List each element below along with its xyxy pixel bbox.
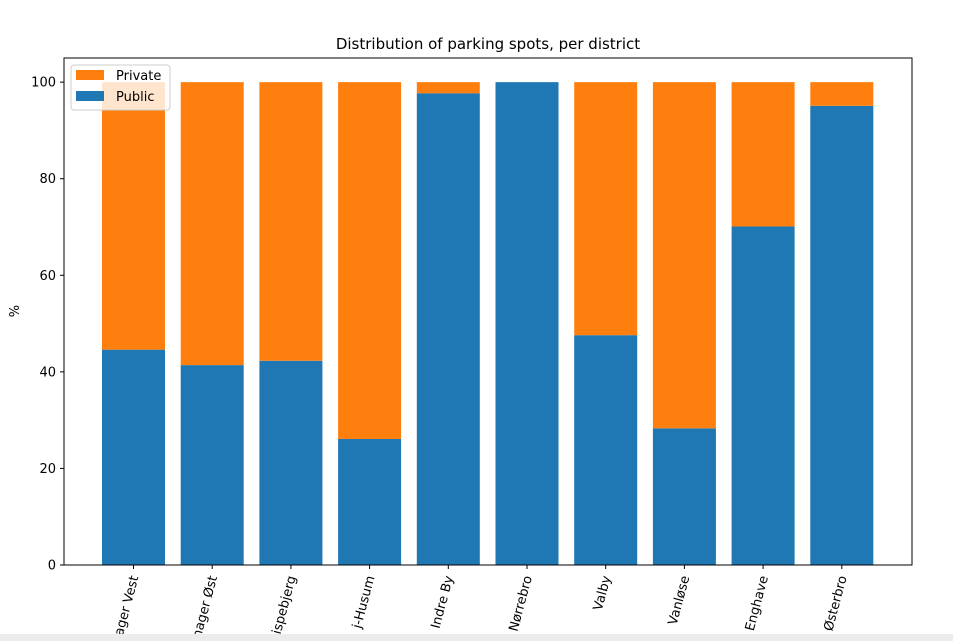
legend-label-private: Private <box>116 69 161 84</box>
bar-public-6 <box>574 335 638 565</box>
x-tick-label-5: Nørrebro <box>507 574 536 633</box>
x-tick-label-3: j-Husum <box>350 574 379 631</box>
bar-public-4 <box>416 93 480 565</box>
legend-label-public: Public <box>116 90 154 105</box>
bar-private-9 <box>810 82 874 106</box>
y-axis: 0 20 40 60 80 100 <box>31 76 64 574</box>
legend-swatch-private <box>76 70 104 80</box>
bar-private-2 <box>259 82 323 361</box>
bar-public-9 <box>810 105 874 566</box>
bars-group <box>102 82 874 566</box>
bar-private-7 <box>652 82 716 429</box>
y-tick-label-0: 0 <box>48 559 56 574</box>
bar-public-2 <box>259 360 323 565</box>
bar-public-8 <box>731 226 795 565</box>
legend: Private Public <box>70 64 171 111</box>
x-tick-label-1: nager Øst <box>190 574 221 640</box>
bar-private-8 <box>731 82 795 227</box>
window-bottom-strip <box>0 634 953 641</box>
y-tick-label-80: 80 <box>39 172 56 187</box>
x-tick-label-9: Østerbro <box>821 574 850 633</box>
y-tick-label-40: 40 <box>39 365 56 380</box>
x-tick-label-2: ispebjerg <box>270 574 300 636</box>
chart-title: Distribution of parking spots, per distr… <box>336 35 640 53</box>
bar-private-3 <box>338 82 402 439</box>
y-tick-label-60: 60 <box>39 269 56 284</box>
bar-public-3 <box>338 438 402 565</box>
x-tick-label-4: Indre By <box>429 574 458 630</box>
plot-frame <box>63 57 913 566</box>
x-tick-label-0: ager Vest <box>112 574 142 637</box>
bar-public-7 <box>652 428 716 565</box>
x-tick-label-6: Valby <box>591 574 615 612</box>
y-tick-label-100: 100 <box>31 76 56 91</box>
bar-public-0 <box>102 349 165 565</box>
x-tick-label-7: Vanløse <box>666 574 694 627</box>
bar-private-0 <box>102 82 165 350</box>
legend-swatch-public <box>76 91 104 101</box>
bar-public-5 <box>495 82 559 565</box>
bar-public-1 <box>180 365 244 565</box>
x-axis: ager Vest nager Øst ispebjerg j-Husum Indre … <box>112 565 851 640</box>
bar-private-4 <box>416 82 480 94</box>
bar-private-6 <box>574 82 638 336</box>
x-tick-label-8: Enghave <box>743 574 772 633</box>
y-tick-label-20: 20 <box>39 462 56 477</box>
bar-private-1 <box>180 82 244 366</box>
y-axis-label: % <box>8 305 23 317</box>
